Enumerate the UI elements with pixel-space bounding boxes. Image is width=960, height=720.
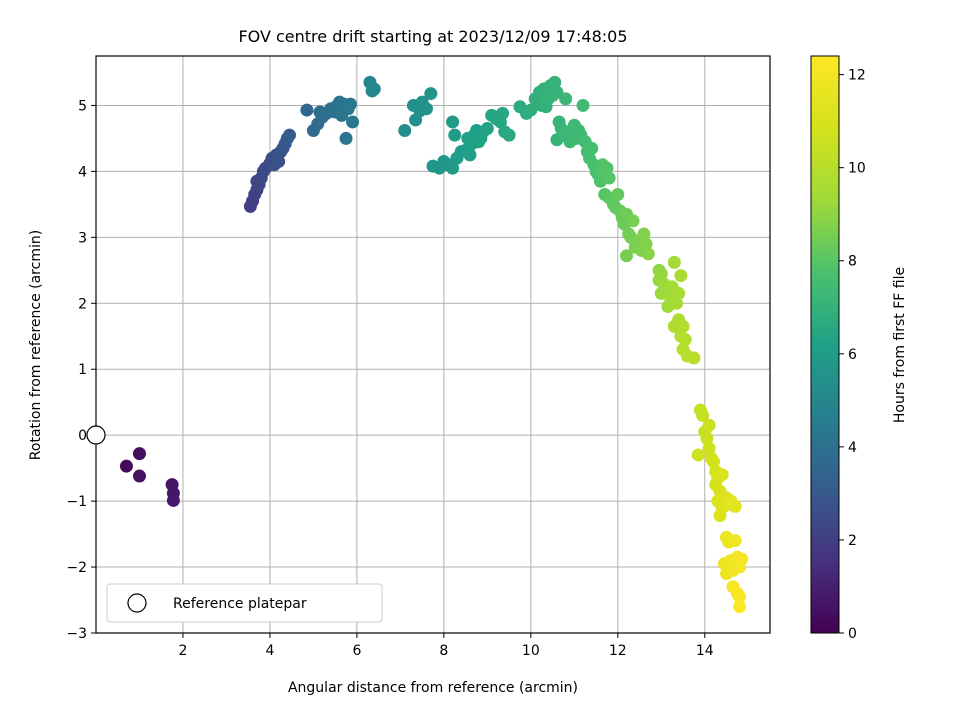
- x-tick-label: 14: [696, 643, 714, 659]
- x-tick-label: 8: [439, 643, 448, 659]
- y-axis-label: Rotation from reference (arcmin): [28, 230, 44, 460]
- data-point: [343, 97, 357, 111]
- data-points: [119, 75, 749, 614]
- x-tick-label: 4: [265, 643, 274, 659]
- data-point: [626, 214, 640, 228]
- colorbar-tick-label: 12: [848, 68, 866, 84]
- y-tick-label: 4: [78, 164, 87, 180]
- y-tick-label: 3: [78, 230, 87, 246]
- data-point: [398, 124, 412, 138]
- data-point: [667, 255, 681, 269]
- y-tick-label: 5: [78, 98, 87, 114]
- data-point: [548, 75, 562, 89]
- data-point: [600, 161, 614, 175]
- y-tick-label: 0: [78, 428, 87, 444]
- data-point: [735, 552, 749, 566]
- data-point: [339, 131, 353, 145]
- data-point: [480, 122, 494, 136]
- data-point: [641, 247, 655, 261]
- chart-title: FOV centre drift starting at 2023/12/09 …: [238, 27, 627, 46]
- legend: Reference platepar: [106, 583, 383, 623]
- x-tick-label: 12: [609, 643, 627, 659]
- data-point: [576, 98, 590, 112]
- legend-box: [106, 583, 383, 623]
- x-tick-label: 6: [352, 643, 361, 659]
- data-point: [524, 103, 538, 117]
- data-point: [448, 128, 462, 142]
- data-point: [446, 161, 460, 175]
- data-point: [733, 600, 747, 614]
- x-axis-ticks: 2 4 6 8 10 12 14: [179, 633, 714, 659]
- colorbar-tick-label: 8: [848, 254, 857, 270]
- data-point: [654, 267, 668, 281]
- data-point: [132, 447, 146, 461]
- data-point: [672, 286, 686, 300]
- data-point: [446, 115, 460, 129]
- data-point: [602, 171, 616, 185]
- grid-lines: [96, 56, 770, 634]
- data-point: [706, 455, 720, 469]
- data-point: [367, 82, 381, 96]
- colorbar-tick-label: 4: [848, 440, 857, 456]
- y-tick-label: −1: [66, 494, 87, 510]
- data-point: [674, 269, 688, 283]
- data-point: [585, 141, 599, 155]
- data-point: [620, 249, 634, 263]
- data-point: [502, 128, 516, 142]
- data-point: [637, 227, 651, 241]
- data-point: [300, 103, 314, 117]
- colorbar-tick-label: 0: [848, 626, 857, 642]
- y-tick-label: 2: [78, 296, 87, 312]
- data-point: [166, 493, 180, 507]
- data-point: [676, 319, 690, 333]
- plot-frame: [95, 55, 771, 634]
- data-point: [715, 468, 729, 482]
- y-tick-label: −3: [66, 626, 87, 642]
- x-tick-label: 10: [522, 643, 540, 659]
- data-point: [272, 155, 286, 169]
- data-point: [283, 128, 297, 142]
- data-point: [559, 92, 573, 106]
- x-axis-label: Angular distance from reference (arcmin): [288, 680, 578, 696]
- colorbar-tick-label: 10: [848, 161, 866, 177]
- data-point: [733, 590, 747, 604]
- data-point: [463, 148, 477, 162]
- data-point: [119, 459, 133, 473]
- y-tick-label: 1: [78, 362, 87, 378]
- data-point: [713, 509, 727, 523]
- data-point: [700, 431, 714, 445]
- data-point: [639, 237, 653, 251]
- data-point: [728, 534, 742, 548]
- legend-marker-reference: [127, 593, 147, 613]
- data-point: [611, 187, 625, 201]
- data-point: [346, 115, 360, 129]
- x-tick-label: 2: [179, 643, 188, 659]
- colorbar-ticks: 0 2 4 6 8 10 12: [839, 68, 866, 642]
- data-point: [419, 102, 433, 116]
- data-point: [687, 351, 701, 365]
- data-point: [691, 448, 705, 462]
- colorbar-tick-label: 6: [848, 347, 857, 363]
- data-point: [728, 499, 742, 513]
- data-point: [132, 469, 146, 483]
- data-point: [670, 296, 684, 310]
- colorbar-label: Hours from first FF file: [892, 267, 908, 423]
- colorbar-tick-label: 2: [848, 533, 857, 549]
- data-point: [496, 106, 510, 120]
- colorbar: [810, 55, 840, 634]
- data-point: [696, 408, 710, 422]
- data-point: [702, 418, 716, 432]
- legend-label-reference: Reference platepar: [173, 596, 307, 612]
- data-point: [678, 333, 692, 347]
- data-point: [702, 441, 716, 455]
- data-point: [424, 87, 438, 101]
- reference-platepar-marker: [86, 425, 106, 445]
- y-axis-ticks: −3 −2 −1 0 1 2 3 4 5: [66, 98, 96, 642]
- y-tick-label: −2: [66, 560, 87, 576]
